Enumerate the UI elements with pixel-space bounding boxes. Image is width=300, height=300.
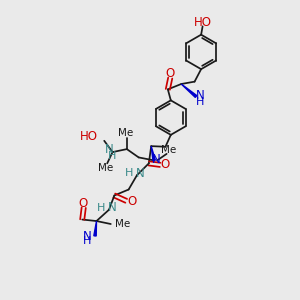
Text: O: O	[128, 195, 137, 208]
Text: Me: Me	[160, 145, 176, 155]
Text: H: H	[97, 203, 105, 213]
Text: HO: HO	[80, 130, 98, 143]
Polygon shape	[94, 221, 97, 236]
Text: N: N	[105, 143, 114, 156]
Text: Me: Me	[115, 219, 130, 229]
Text: N: N	[108, 202, 117, 214]
Text: N: N	[83, 230, 92, 243]
Polygon shape	[151, 146, 155, 160]
Text: H: H	[196, 97, 205, 107]
Text: O: O	[165, 68, 175, 80]
Text: N: N	[196, 89, 205, 102]
Polygon shape	[181, 84, 197, 98]
Text: Me: Me	[98, 163, 113, 173]
Text: O: O	[79, 197, 88, 210]
Text: N: N	[152, 153, 161, 166]
Text: H: H	[125, 169, 134, 178]
Text: Me: Me	[118, 128, 134, 138]
Text: HO: HO	[194, 16, 211, 29]
Text: O: O	[160, 158, 170, 171]
Text: N: N	[136, 167, 145, 180]
Text: H: H	[107, 151, 116, 161]
Text: H: H	[83, 236, 92, 246]
